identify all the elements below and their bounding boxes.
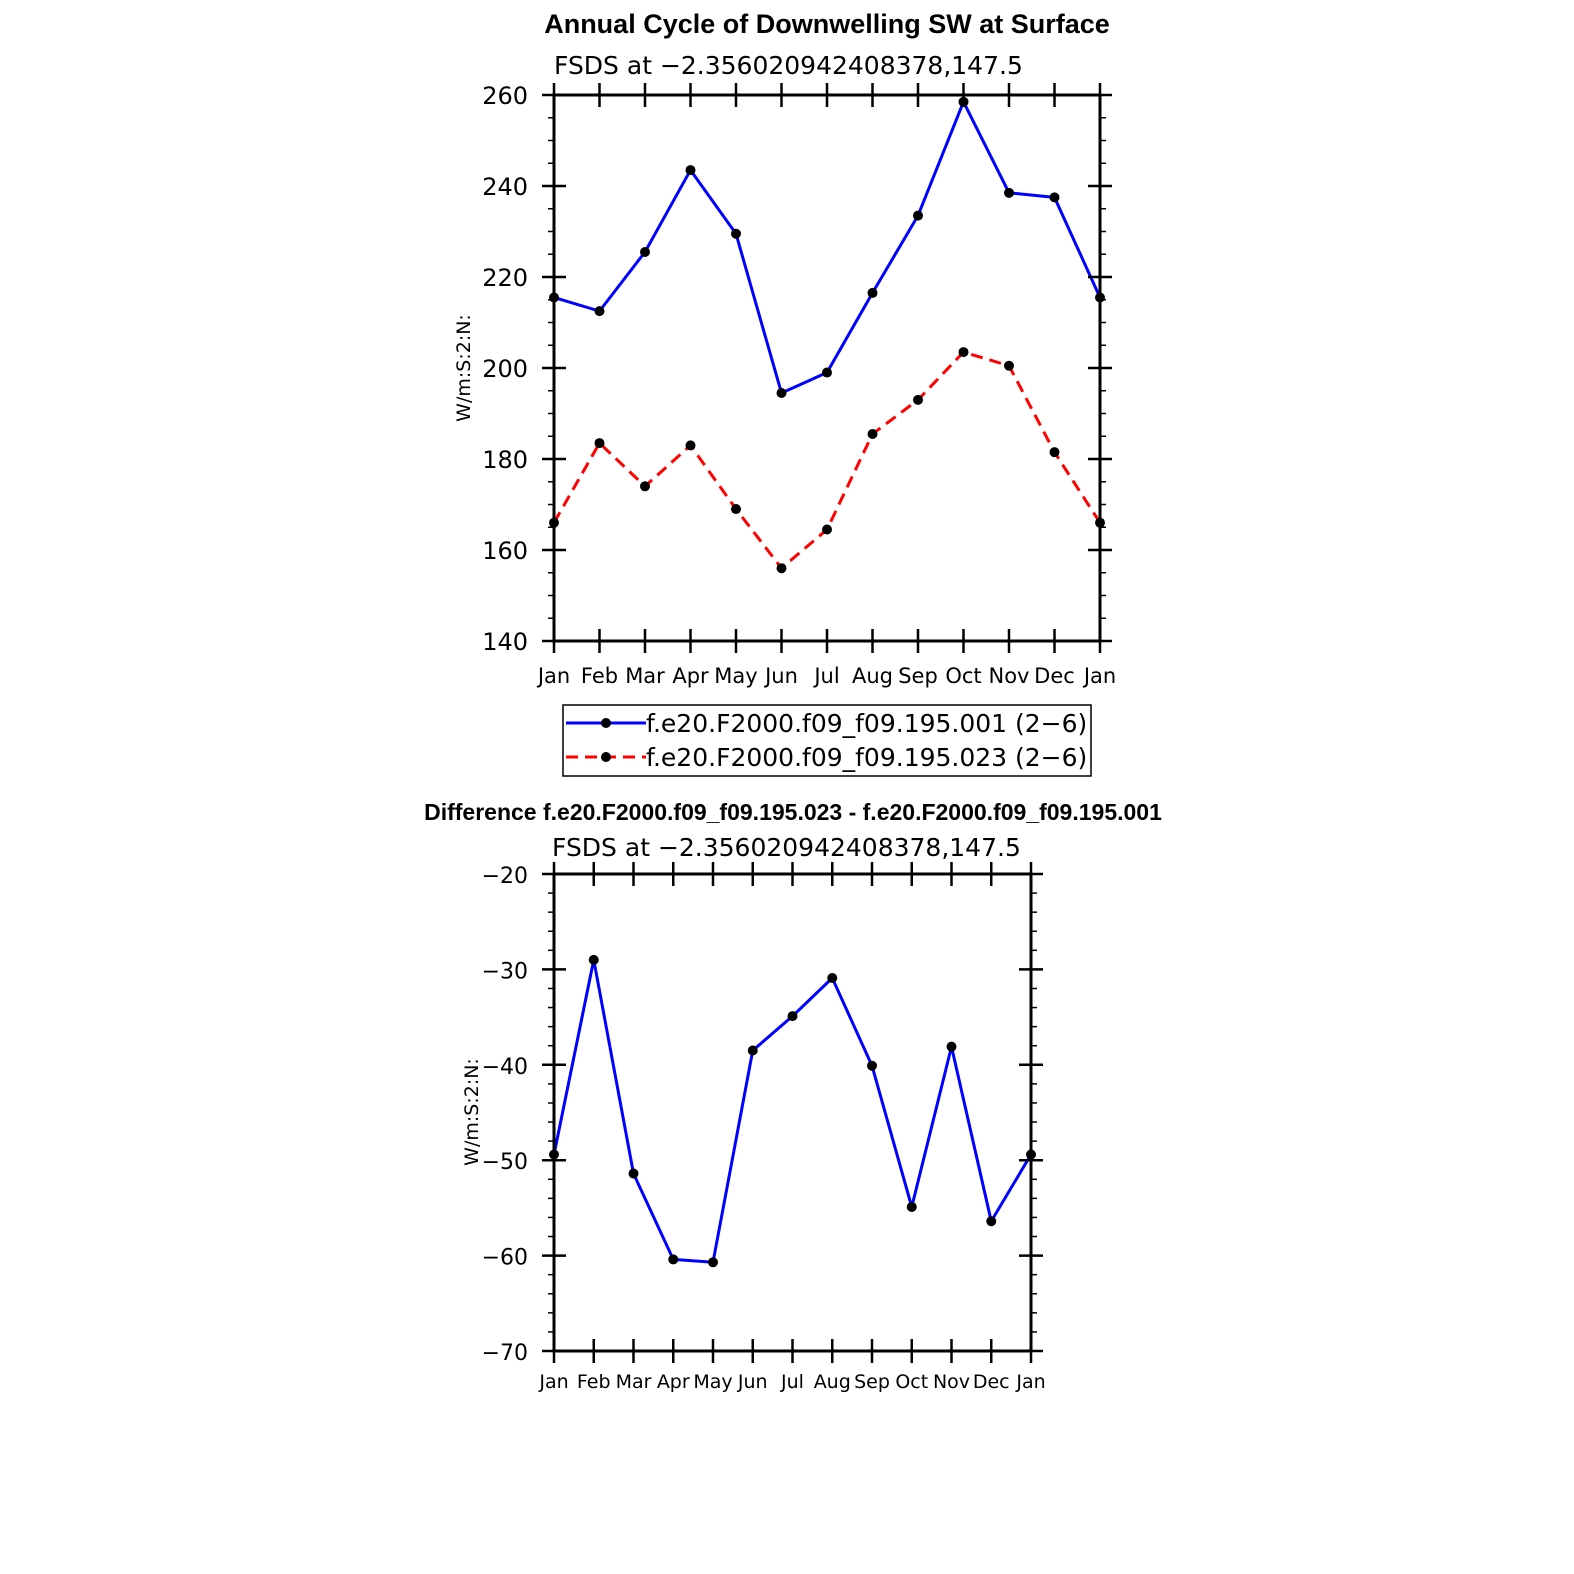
x-tick-label: Jan <box>536 664 570 688</box>
y-tick-label: −40 <box>482 1055 528 1080</box>
series-1-point <box>628 1168 639 1179</box>
series-line-2 <box>552 350 1102 570</box>
x-tick-label: Jun <box>737 1371 768 1393</box>
x-tick-label: Jun <box>763 664 798 688</box>
legend-label-series-1: f.e20.F2000.f09_f09.195.001 (2−6) <box>646 709 1087 738</box>
series-1-point <box>946 1041 957 1052</box>
y-tick-label: −30 <box>482 959 528 984</box>
series-1-point <box>906 1201 917 1212</box>
series-2-point <box>776 563 787 574</box>
y-tick-label: −20 <box>482 864 528 889</box>
series-2-point <box>685 440 696 451</box>
x-tick-label: May <box>693 1371 732 1393</box>
y-tick-label: −60 <box>482 1246 528 1271</box>
y-tick-label: 180 <box>482 446 528 474</box>
x-tick-label: Jan <box>1082 664 1116 688</box>
y-tick-label: 240 <box>482 173 528 201</box>
series-2-point <box>958 347 969 358</box>
x-tick-label: May <box>714 664 757 688</box>
y-tick-label: 160 <box>482 537 528 565</box>
series-1-point <box>685 165 696 176</box>
difference-chart: Difference f.e20.F2000.f09_f09.195.023 -… <box>424 799 1162 1393</box>
chart-title: Annual Cycle of Downwelling SW at Surfac… <box>544 9 1110 39</box>
x-tick-label: Oct <box>945 664 981 688</box>
y-axis-label: W/m:S:2:N: <box>453 314 475 422</box>
series-1-point <box>787 1011 798 1022</box>
x-tick-label: Sep <box>854 1371 890 1393</box>
series-2-point <box>822 524 832 535</box>
x-tick-label: Mar <box>625 664 665 688</box>
y-tick-label: −70 <box>482 1341 528 1366</box>
x-tick-label: Jul <box>780 1371 804 1393</box>
series-1-point <box>986 1216 997 1227</box>
series-2-point <box>640 481 650 492</box>
series-2-point <box>913 394 923 405</box>
series-1-point <box>588 954 599 965</box>
x-tick-label: Mar <box>616 1371 652 1393</box>
series-2-point <box>594 438 605 449</box>
x-tick-label: Nov <box>933 1371 970 1393</box>
x-tick-label: Feb <box>577 1371 611 1393</box>
x-tick-label: Sep <box>898 664 938 688</box>
series-1-point <box>827 972 838 983</box>
series-1-point <box>594 306 605 317</box>
x-tick-label: Jul <box>812 664 839 688</box>
plot-frame-difference <box>552 872 1033 1353</box>
x-tick-label: Aug <box>814 1371 851 1393</box>
x-tick-label: Dec <box>973 1371 1010 1393</box>
legend-box <box>562 704 1092 777</box>
series-1-point <box>776 388 787 399</box>
series-1-point <box>867 287 878 298</box>
x-tick-label: Feb <box>581 664 618 688</box>
series-1-point <box>731 228 741 239</box>
series-1-point <box>708 1257 718 1268</box>
series-1-point <box>822 367 832 378</box>
series-1-point <box>1004 187 1014 198</box>
x-tick-label: Nov <box>989 664 1030 688</box>
y-tick-label: −50 <box>482 1150 528 1175</box>
x-tick-label: Aug <box>852 664 893 688</box>
series-2-point <box>867 428 878 439</box>
chart-subtitle: FSDS at −2.356020942408378,147.5 <box>554 51 1023 80</box>
y-tick-label: 220 <box>482 264 528 292</box>
x-tick-label: Jan <box>1015 1371 1045 1393</box>
x-tick-label: Dec <box>1034 664 1075 688</box>
x-tick-label: Apr <box>672 664 709 688</box>
series-1-point <box>640 246 650 257</box>
chart-title-difference: Difference f.e20.F2000.f09_f09.195.023 -… <box>424 799 1162 825</box>
series-line-1 <box>552 958 1033 1264</box>
series-2-point <box>731 504 741 515</box>
series-1-point <box>1049 192 1060 203</box>
y-tick-label: 260 <box>482 82 528 110</box>
series-1-point <box>747 1045 758 1056</box>
series-1-point <box>668 1254 679 1265</box>
legend-marker-series-2 <box>601 752 611 762</box>
series-2-point <box>1004 360 1014 371</box>
x-tick-label: Oct <box>895 1371 928 1393</box>
annual-cycle-chart: Annual Cycle of Downwelling SW at Surfac… <box>453 9 1116 777</box>
y-tick-label: 140 <box>482 628 528 656</box>
series-1-point <box>913 210 923 221</box>
x-tick-label: Jan <box>538 1371 568 1393</box>
chart-subtitle-difference: FSDS at −2.356020942408378,147.5 <box>552 833 1021 862</box>
y-axis-label-difference: W/m:S:2:N: <box>461 1058 483 1166</box>
legend: f.e20.F2000.f09_f09.195.001 (2−6) f.e20.… <box>562 704 1092 777</box>
series-2-point <box>1049 447 1060 458</box>
series-1-point <box>867 1060 877 1071</box>
legend-marker-series-1 <box>601 718 611 728</box>
x-tick-label: Apr <box>657 1371 690 1393</box>
legend-label-series-2: f.e20.F2000.f09_f09.195.023 (2−6) <box>646 743 1087 772</box>
y-tick-label: 200 <box>482 355 528 383</box>
series-line-1 <box>553 100 1102 395</box>
